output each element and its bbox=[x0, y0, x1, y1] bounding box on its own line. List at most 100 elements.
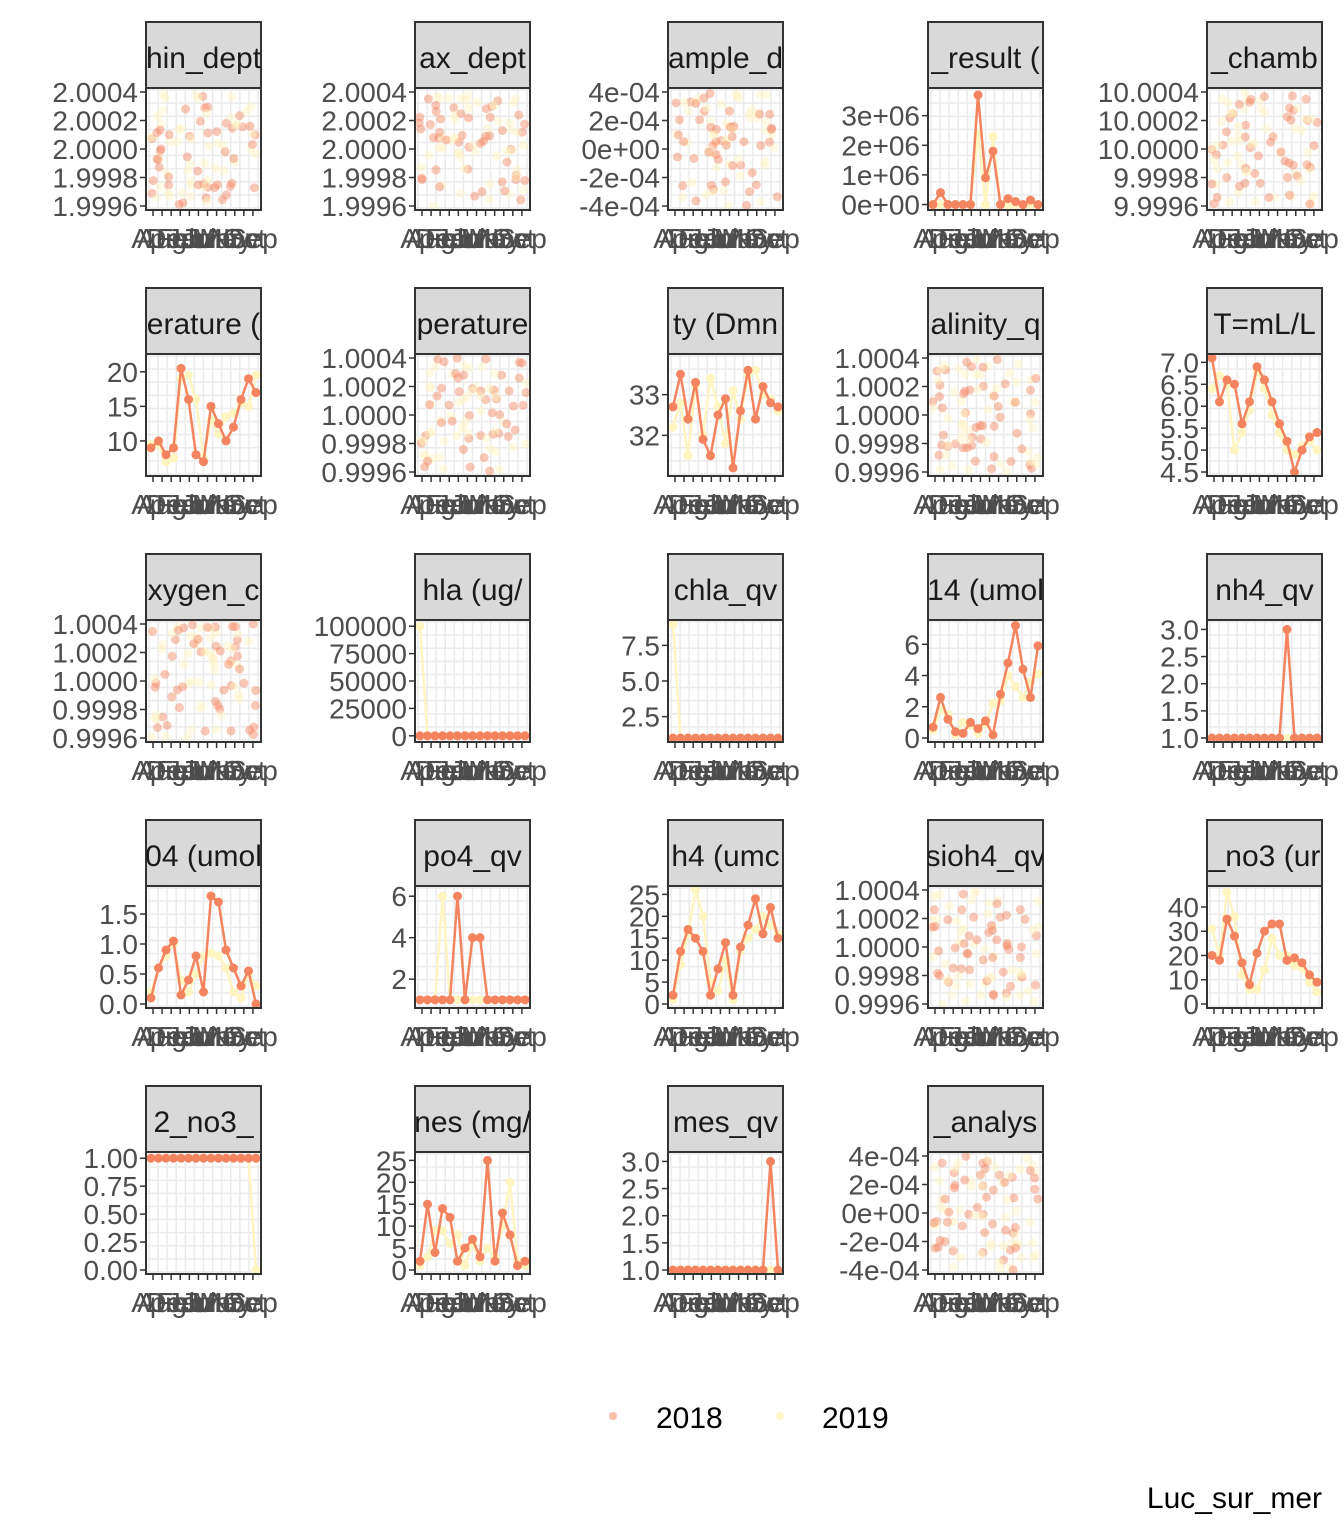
data-point bbox=[212, 127, 222, 137]
data-point-2018 bbox=[736, 406, 745, 416]
data-point bbox=[1265, 137, 1275, 147]
data-point bbox=[1241, 120, 1251, 130]
x-tick-label: May bbox=[721, 755, 774, 786]
data-point-2019 bbox=[1282, 733, 1292, 742]
data-point-2019 bbox=[1312, 445, 1322, 455]
data-point bbox=[200, 158, 210, 168]
data-point bbox=[1007, 965, 1017, 975]
data-point-2019 bbox=[184, 987, 193, 997]
data-point bbox=[995, 412, 1005, 422]
data-point bbox=[520, 119, 530, 129]
facet-panel: _no3 (ur010203040AprAugDecFebJanJulJunMa… bbox=[1168, 819, 1339, 1052]
data-point-2019 bbox=[751, 365, 760, 375]
x-tick-label: Sep bbox=[1289, 1021, 1339, 1052]
x-tick-label: Oct bbox=[491, 223, 535, 254]
data-point-2018 bbox=[430, 731, 440, 741]
data-point-2018 bbox=[483, 1155, 492, 1165]
data-point bbox=[426, 427, 436, 437]
x-tick-label: Dec bbox=[1207, 489, 1257, 520]
x-tick-label: Sep bbox=[497, 1021, 547, 1052]
x-tick-label: Sep bbox=[228, 223, 278, 254]
y-tick-label: 3e+06 bbox=[841, 101, 920, 132]
data-point-2018 bbox=[1018, 664, 1028, 674]
data-point-2018 bbox=[184, 394, 193, 404]
data-point bbox=[706, 180, 716, 190]
x-tick-label: Nov bbox=[992, 755, 1042, 786]
x-tick-label: Sep bbox=[228, 755, 278, 786]
x-tick-label: Jun bbox=[454, 1021, 499, 1052]
data-point bbox=[691, 196, 701, 206]
data-point bbox=[478, 136, 488, 146]
data-point-2018 bbox=[423, 731, 432, 741]
y-tick-label: 0e+00 bbox=[841, 190, 920, 221]
data-point bbox=[937, 440, 947, 450]
data-point bbox=[966, 1176, 976, 1186]
data-point bbox=[985, 898, 995, 908]
data-point bbox=[1296, 176, 1306, 186]
data-point-2019 bbox=[766, 920, 775, 930]
data-point bbox=[978, 381, 988, 391]
x-tick-label: Jul bbox=[1242, 1021, 1278, 1052]
data-point bbox=[167, 692, 177, 702]
data-point bbox=[242, 107, 252, 117]
data-point bbox=[1017, 972, 1027, 982]
x-tick-label: Jun bbox=[707, 489, 752, 520]
data-point-2018 bbox=[161, 450, 171, 460]
data-point bbox=[518, 140, 528, 150]
x-tick-label: Nov bbox=[732, 1021, 782, 1052]
data-point bbox=[709, 184, 719, 194]
x-tick-label: Jun bbox=[707, 1287, 752, 1318]
data-point bbox=[940, 365, 950, 375]
facet-panel: h4 (umc0510152025AprAugDecFebJanJulJunMa… bbox=[629, 819, 800, 1052]
data-point-2019 bbox=[236, 993, 246, 1003]
facet-strip bbox=[1206, 21, 1323, 89]
data-point bbox=[938, 430, 948, 440]
data-point bbox=[426, 400, 436, 410]
data-point bbox=[518, 184, 528, 194]
data-point bbox=[209, 665, 219, 675]
data-point bbox=[450, 110, 460, 120]
x-tick-label: May bbox=[468, 1021, 521, 1052]
y-tick-label: 0.75 bbox=[84, 1171, 139, 1202]
x-tick-label: Feb bbox=[938, 1287, 986, 1318]
data-point bbox=[193, 93, 203, 103]
y-tick-label: 10.0000 bbox=[1098, 134, 1199, 165]
data-point-2018 bbox=[1252, 948, 1262, 958]
y-tick-label: 2 bbox=[391, 964, 407, 995]
data-point bbox=[729, 121, 739, 131]
data-point-2018 bbox=[468, 933, 477, 943]
x-tick-label: Mar bbox=[192, 1287, 240, 1318]
data-point bbox=[417, 175, 427, 185]
data-point-2018 bbox=[668, 733, 678, 742]
data-point-2018 bbox=[1305, 432, 1314, 442]
x-tick-label: Apr bbox=[131, 1287, 175, 1318]
data-point bbox=[1007, 397, 1017, 407]
data-point bbox=[246, 145, 256, 155]
data-point bbox=[449, 103, 459, 113]
panel-data bbox=[928, 886, 1043, 1008]
data-point-2019 bbox=[691, 885, 700, 895]
data-point-2018 bbox=[668, 402, 678, 412]
data-point bbox=[156, 144, 166, 154]
x-tick-label: Feb bbox=[156, 1287, 204, 1318]
data-point bbox=[1002, 988, 1012, 998]
y-tick-label: 10 bbox=[629, 945, 660, 976]
data-point-2018 bbox=[1237, 733, 1247, 742]
data-point-2018 bbox=[928, 200, 938, 210]
panel-border bbox=[1206, 885, 1323, 1009]
data-point bbox=[200, 647, 210, 657]
data-point bbox=[494, 464, 504, 474]
facet-panel: chla_qv2.55.07.5AprAugDecFebJanJulJunMar… bbox=[621, 553, 800, 786]
data-point bbox=[221, 190, 231, 200]
x-tick-label: Mar bbox=[1253, 755, 1301, 786]
data-point-2018 bbox=[1252, 733, 1262, 742]
data-point-2018 bbox=[146, 1153, 156, 1163]
data-point bbox=[152, 192, 162, 202]
y-tick-label: 0.50 bbox=[84, 1199, 139, 1230]
facet-strip bbox=[414, 287, 531, 355]
data-point bbox=[457, 423, 467, 433]
data-point bbox=[1264, 192, 1274, 202]
facet-strip bbox=[145, 553, 262, 621]
data-point-2019 bbox=[1275, 950, 1284, 960]
data-point bbox=[943, 975, 953, 985]
